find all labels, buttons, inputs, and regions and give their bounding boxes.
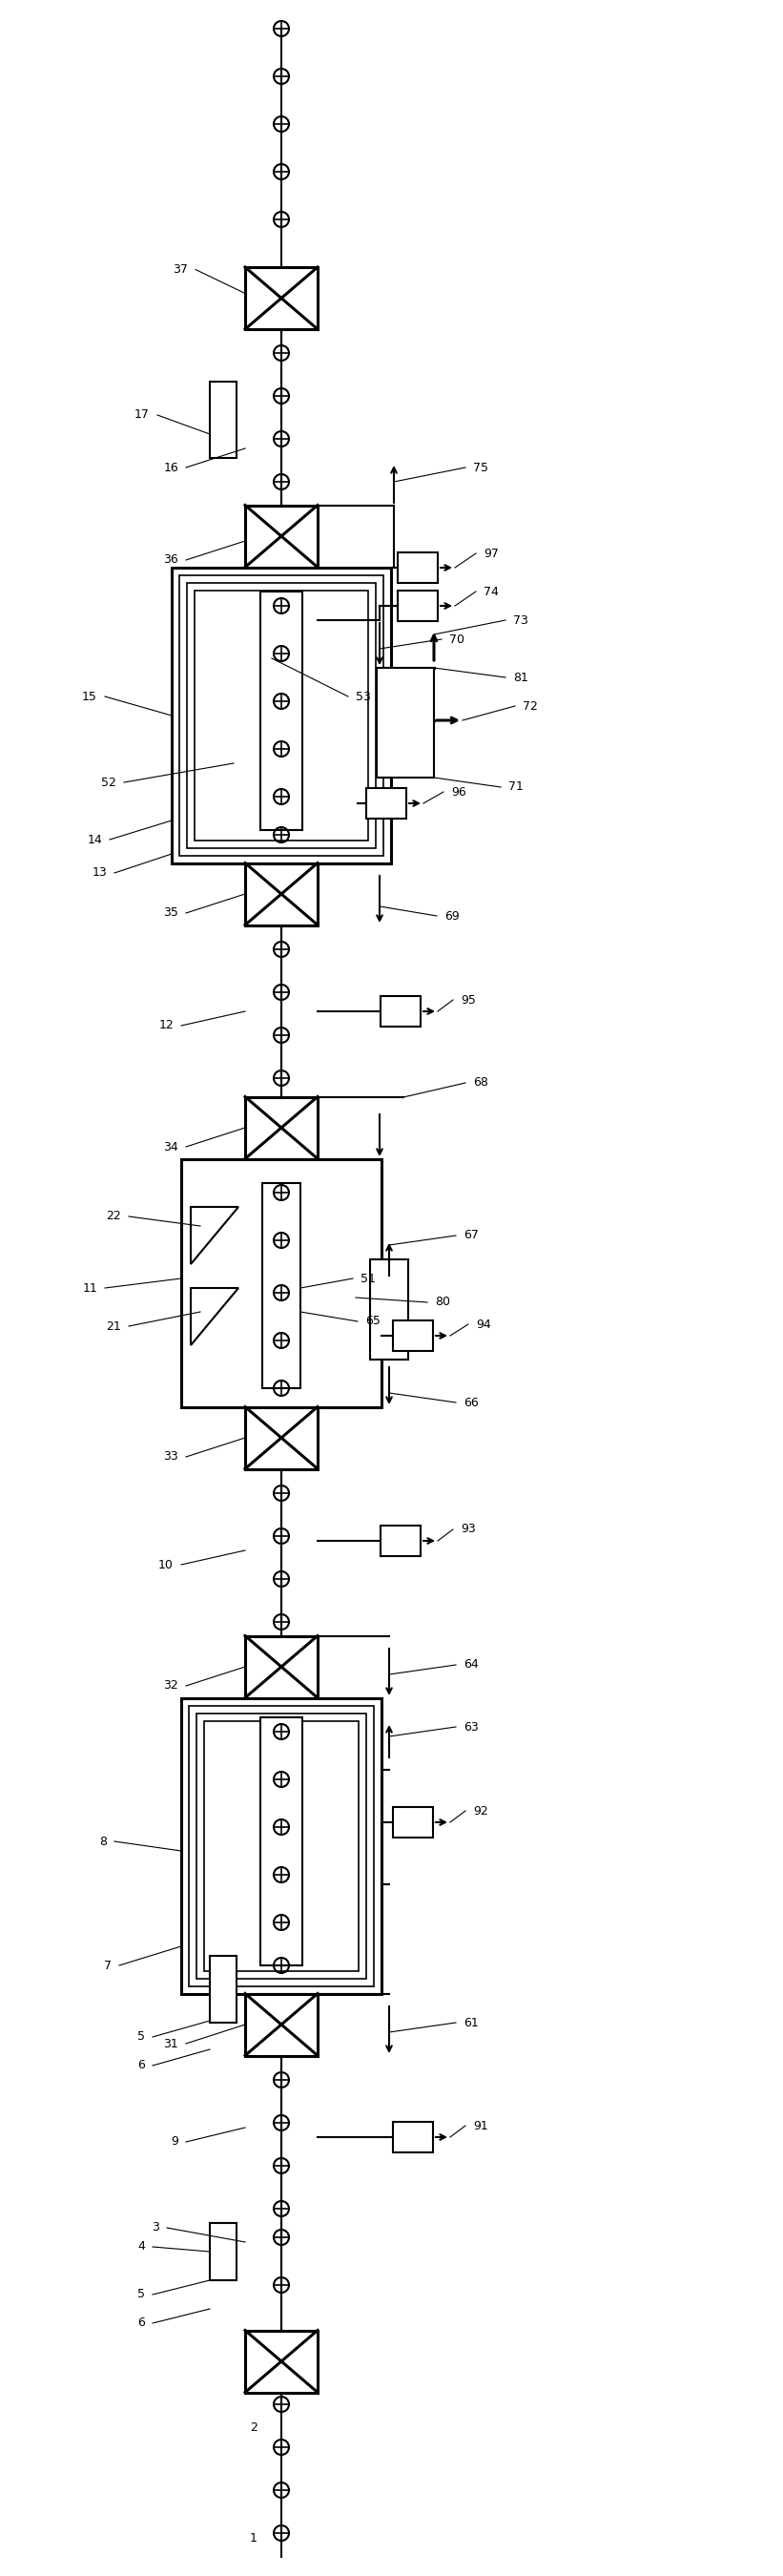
- Text: 3: 3: [152, 2221, 159, 2233]
- Bar: [171, 567, 391, 863]
- Text: 17: 17: [135, 410, 150, 422]
- Bar: [245, 1097, 318, 1159]
- Text: 69: 69: [445, 909, 460, 922]
- Bar: [370, 1260, 408, 1360]
- Text: 15: 15: [82, 690, 97, 703]
- Bar: [245, 2331, 318, 2393]
- Bar: [393, 2123, 433, 2154]
- Text: 52: 52: [101, 775, 117, 788]
- Text: 6: 6: [138, 2316, 145, 2329]
- Bar: [381, 1525, 420, 1556]
- Bar: [261, 592, 302, 829]
- Text: 72: 72: [522, 701, 538, 711]
- Text: 74: 74: [484, 585, 499, 598]
- Text: 61: 61: [464, 2017, 478, 2030]
- Text: 80: 80: [435, 1296, 450, 1309]
- Text: 5: 5: [137, 2030, 145, 2043]
- Text: 7: 7: [104, 1960, 112, 1971]
- Bar: [366, 788, 406, 819]
- Text: 66: 66: [464, 1396, 478, 1409]
- Polygon shape: [191, 1288, 239, 1345]
- Text: 71: 71: [508, 781, 524, 793]
- Bar: [262, 1182, 301, 1388]
- Text: 97: 97: [484, 546, 499, 559]
- Bar: [393, 1321, 433, 1350]
- Text: 53: 53: [355, 690, 371, 703]
- Text: 1: 1: [250, 2532, 258, 2545]
- Bar: [261, 1718, 302, 1965]
- Text: 67: 67: [464, 1229, 478, 1242]
- Text: 11: 11: [82, 1283, 97, 1293]
- Text: 96: 96: [451, 786, 466, 799]
- Text: 65: 65: [366, 1316, 381, 1327]
- Bar: [197, 1713, 366, 1978]
- Bar: [245, 505, 318, 567]
- Text: 31: 31: [164, 2038, 179, 2050]
- Text: 93: 93: [460, 1522, 475, 1535]
- Bar: [398, 551, 438, 582]
- Text: 8: 8: [99, 1834, 106, 1847]
- Text: 9: 9: [171, 2136, 179, 2148]
- Text: 64: 64: [464, 1659, 478, 1672]
- Bar: [393, 1806, 433, 1837]
- Bar: [179, 574, 384, 855]
- Text: 12: 12: [158, 1020, 174, 1033]
- Bar: [210, 381, 236, 459]
- Text: 92: 92: [473, 1806, 488, 1816]
- Text: 22: 22: [106, 1211, 121, 1224]
- Text: 14: 14: [87, 835, 102, 845]
- Text: 91: 91: [473, 2120, 488, 2133]
- Text: 75: 75: [473, 461, 489, 474]
- Bar: [377, 667, 434, 778]
- Text: 73: 73: [513, 613, 529, 626]
- Text: 21: 21: [106, 1319, 121, 1332]
- Text: 37: 37: [173, 263, 188, 276]
- Bar: [245, 268, 318, 330]
- Text: 95: 95: [460, 994, 476, 1007]
- Text: 5: 5: [137, 2287, 145, 2300]
- Text: 70: 70: [449, 634, 464, 647]
- Text: 68: 68: [473, 1077, 488, 1090]
- Bar: [245, 1636, 318, 1698]
- Text: 6: 6: [138, 2058, 145, 2071]
- Bar: [210, 2223, 236, 2280]
- Text: 51: 51: [360, 1273, 376, 1285]
- Text: 2: 2: [250, 2421, 258, 2434]
- Bar: [194, 590, 368, 840]
- Bar: [187, 582, 376, 848]
- Bar: [189, 1705, 373, 1986]
- Bar: [181, 1159, 381, 1406]
- Polygon shape: [191, 1208, 239, 1265]
- Bar: [245, 863, 318, 925]
- Text: 94: 94: [476, 1319, 491, 1329]
- Bar: [210, 1955, 236, 2022]
- Text: 35: 35: [163, 907, 179, 920]
- Text: 32: 32: [164, 1680, 179, 1692]
- Text: 10: 10: [158, 1558, 174, 1571]
- Bar: [204, 1721, 359, 1971]
- Text: 4: 4: [138, 2241, 145, 2254]
- Bar: [398, 590, 438, 621]
- Bar: [381, 997, 420, 1028]
- Text: 33: 33: [164, 1450, 179, 1463]
- Text: 36: 36: [164, 554, 179, 567]
- Bar: [245, 1994, 318, 2056]
- Bar: [245, 1406, 318, 1468]
- Text: 13: 13: [92, 866, 106, 878]
- Text: 63: 63: [464, 1721, 478, 1734]
- Text: 34: 34: [164, 1141, 179, 1154]
- Text: 16: 16: [164, 461, 179, 474]
- Text: 81: 81: [513, 672, 529, 683]
- Bar: [181, 1698, 381, 1994]
